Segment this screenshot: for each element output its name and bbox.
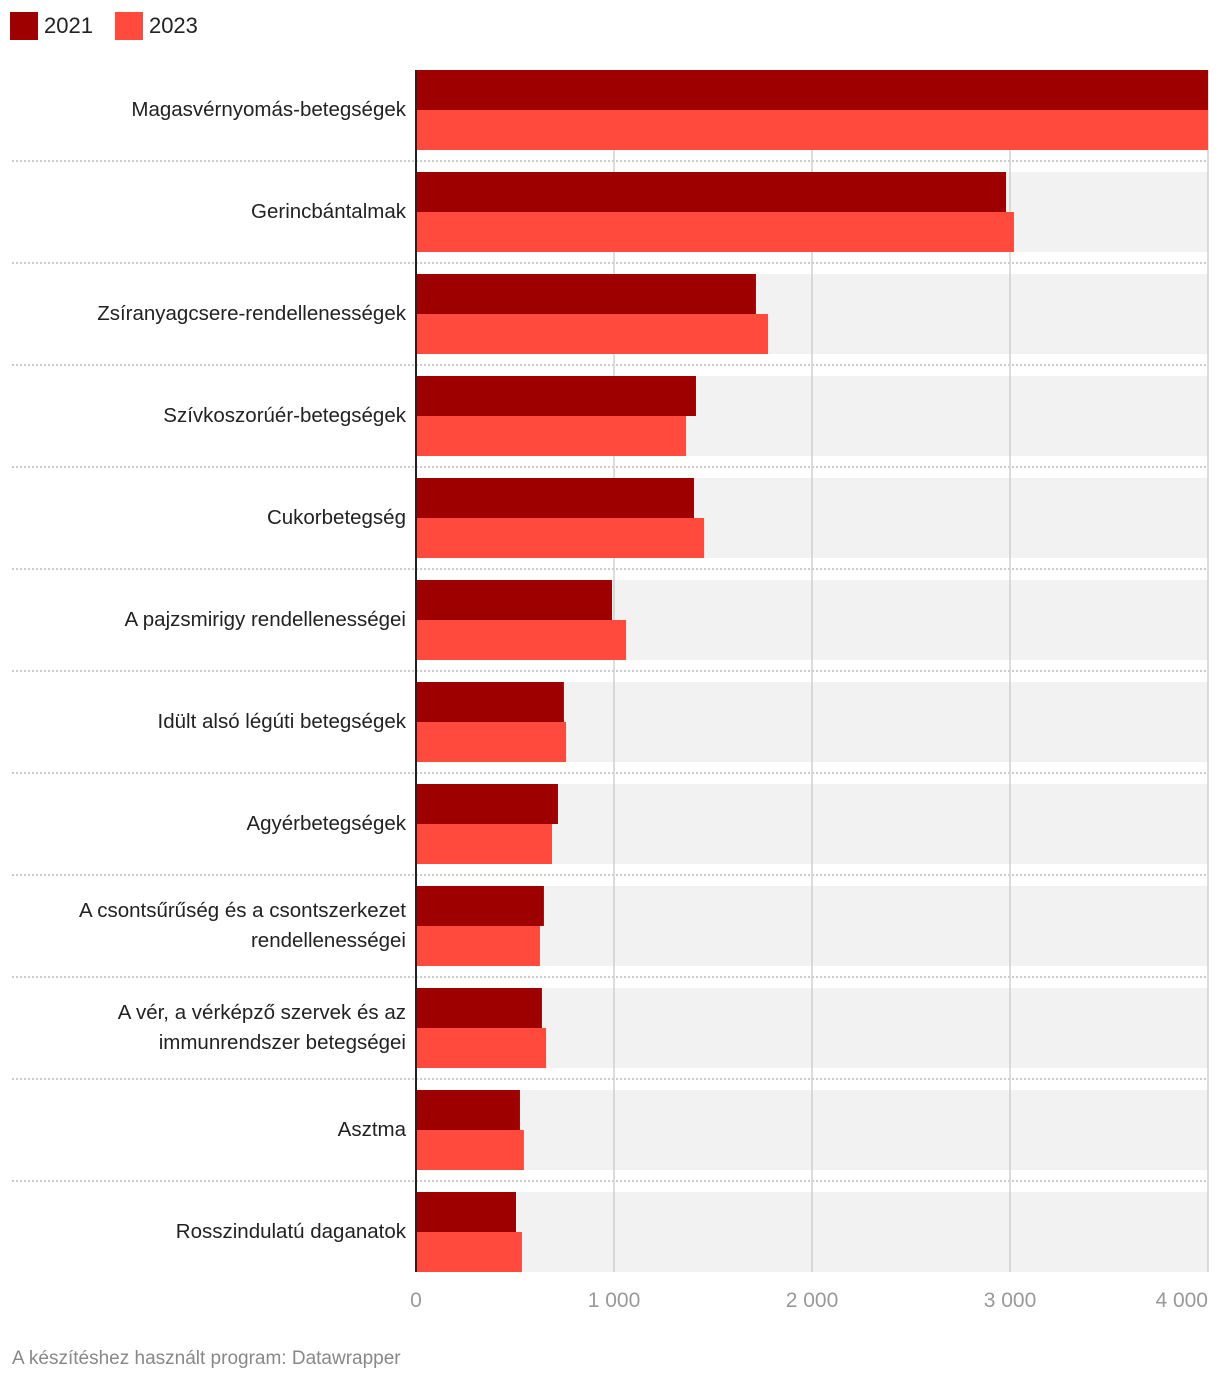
legend-item: 2023 [114, 12, 198, 40]
category-label: A pajzsmirigy rendellenességei [124, 608, 406, 631]
category-label: Zsíranyagcsere-rendellenességek [97, 302, 406, 325]
bar [416, 682, 564, 722]
bar [416, 722, 567, 762]
bar [416, 1232, 522, 1272]
bar [416, 784, 558, 824]
source: A készítéshez használt program: Datawrap… [12, 1348, 401, 1369]
x-tick-label: 3 000 [984, 1289, 1037, 1312]
bar [416, 1192, 516, 1232]
bar [416, 314, 769, 354]
bar [416, 110, 1208, 150]
bar [416, 580, 613, 620]
category-label: A vér, a vérképző szervek és az immunren… [117, 1001, 406, 1054]
bar [416, 274, 756, 314]
category-label: Idült alsó légúti betegségek [157, 710, 406, 733]
category-label: Magasvérnyomás-betegségek [131, 98, 406, 121]
category-label: A csontsűrűség és a csontszerkezet rende… [78, 899, 406, 952]
x-tick-label: 4 000 [1155, 1289, 1208, 1312]
bar [416, 172, 1007, 212]
bar [416, 988, 542, 1028]
category-label: Rosszindulatú daganatok [175, 1220, 406, 1243]
legend-label: 2023 [148, 13, 198, 38]
legend: 2021 2023 [10, 12, 220, 40]
bar [416, 620, 627, 660]
bar [416, 212, 1014, 252]
legend-swatch [114, 12, 143, 40]
bar [416, 518, 705, 558]
x-tick-label: 1 000 [588, 1289, 641, 1312]
bar [416, 478, 694, 518]
category-label: Agyérbetegségek [246, 812, 406, 835]
x-tick-label: 0 [410, 1289, 422, 1312]
bar [416, 1028, 547, 1068]
bar [416, 1130, 524, 1170]
bar [416, 1090, 520, 1130]
bar [416, 376, 696, 416]
bar [416, 886, 544, 926]
x-tick-label: 2 000 [786, 1289, 839, 1312]
bar [416, 416, 687, 456]
category-label: Szívkoszorúér-betegségek [163, 404, 406, 427]
bar [416, 926, 540, 966]
category-label: Gerincbántalmak [251, 200, 406, 223]
legend-item: 2021 [10, 12, 93, 40]
category-label: Cukorbetegség [266, 506, 406, 529]
legend-label: 2021 [44, 13, 93, 38]
bar [416, 824, 553, 864]
category-label: Asztma [337, 1118, 406, 1141]
legend-swatch [10, 12, 38, 40]
bar [416, 70, 1208, 110]
